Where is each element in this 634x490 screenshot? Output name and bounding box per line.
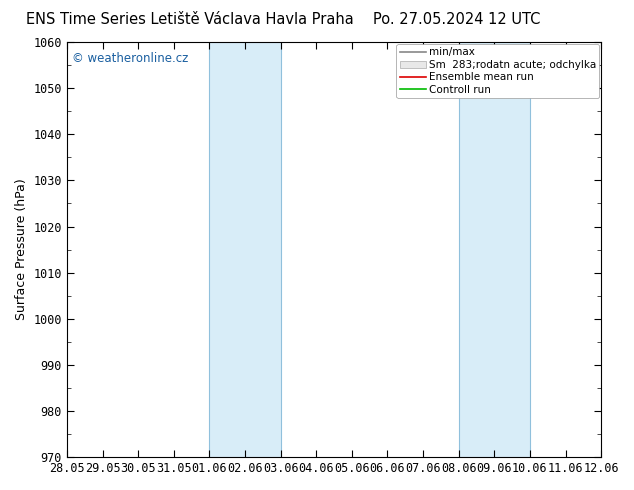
Y-axis label: Surface Pressure (hPa): Surface Pressure (hPa)	[15, 179, 28, 320]
Text: © weatheronline.cz: © weatheronline.cz	[72, 52, 189, 66]
Legend: min/max, Sm  283;rodatn acute; odchylka, Ensemble mean run, Controll run: min/max, Sm 283;rodatn acute; odchylka, …	[396, 44, 599, 98]
Bar	[209, 42, 281, 457]
Text: ENS Time Series Letiště Václava Havla Praha: ENS Time Series Letiště Václava Havla Pr…	[27, 12, 354, 27]
Text: Po. 27.05.2024 12 UTC: Po. 27.05.2024 12 UTC	[373, 12, 540, 27]
Bar	[459, 42, 530, 457]
